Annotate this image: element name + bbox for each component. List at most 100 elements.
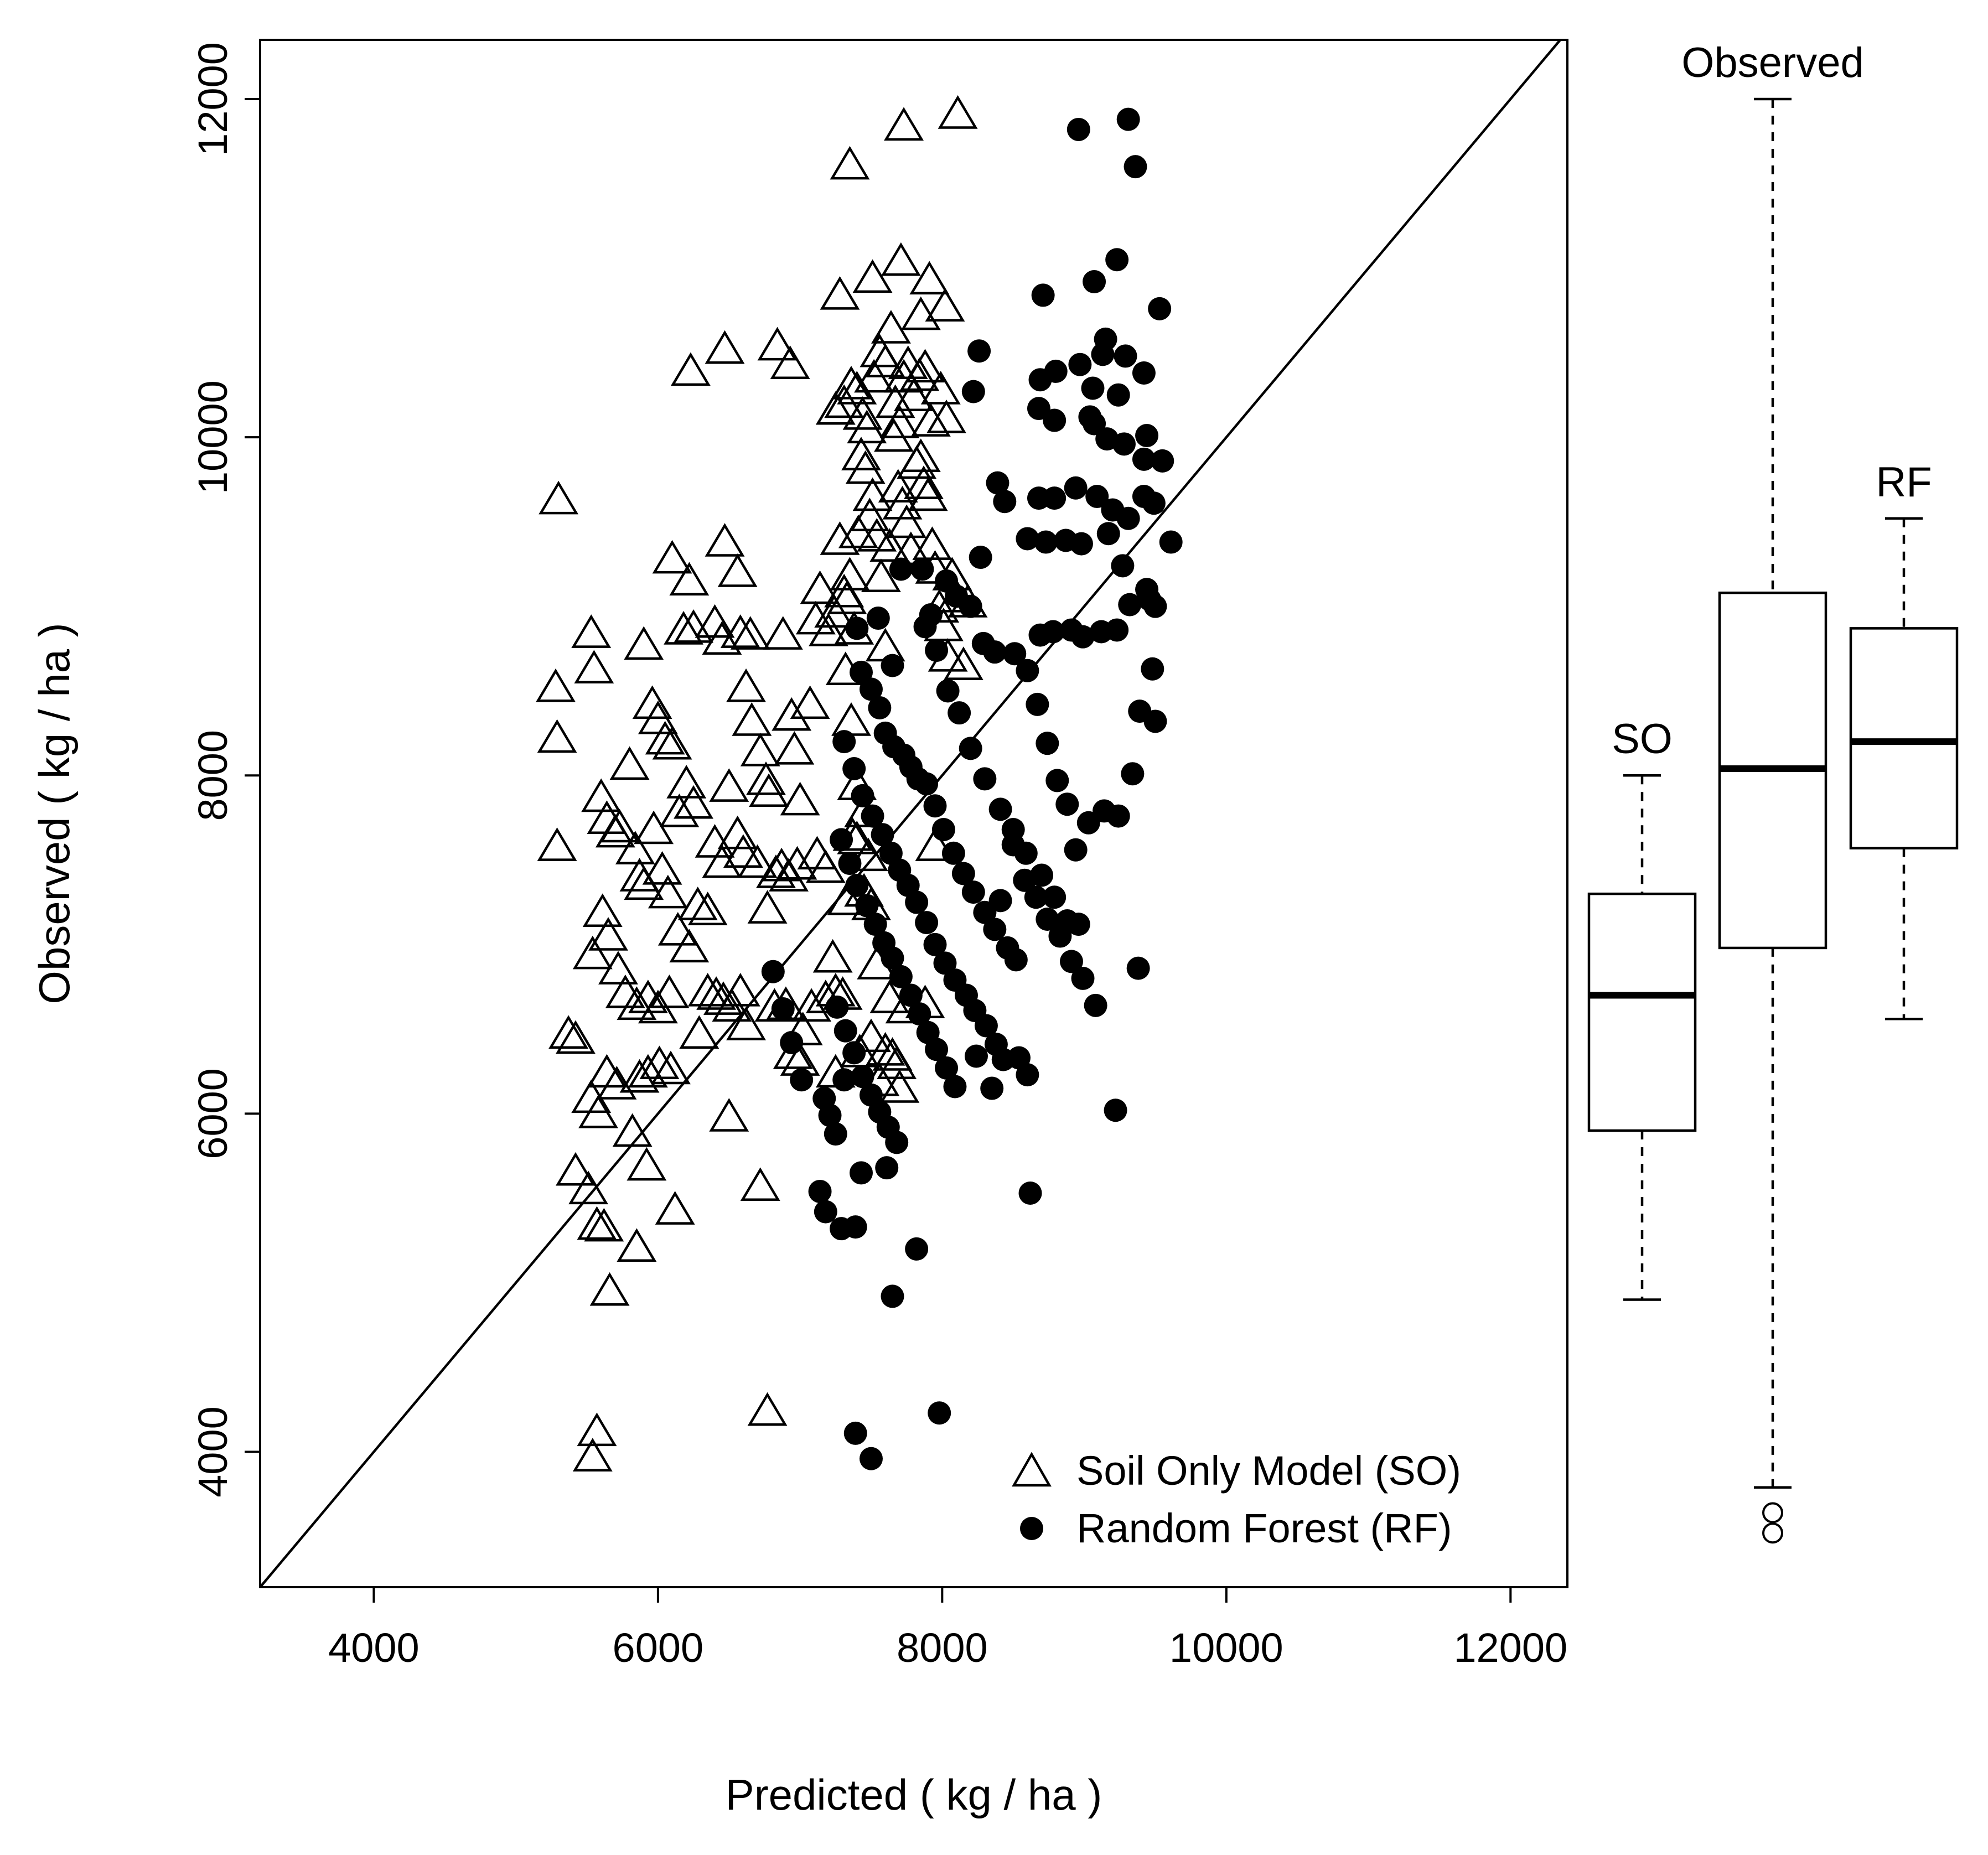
so-point bbox=[837, 371, 877, 405]
so-point bbox=[874, 418, 914, 452]
rf-point bbox=[935, 1056, 959, 1080]
rf-point bbox=[1048, 924, 1072, 948]
rf-point bbox=[790, 1068, 814, 1092]
rf-point bbox=[832, 730, 856, 754]
rf-point bbox=[1055, 792, 1079, 816]
y-tick-label: 12000 bbox=[190, 42, 236, 156]
rf-point bbox=[1126, 956, 1150, 980]
rf-point bbox=[1105, 248, 1129, 272]
so-point bbox=[904, 465, 944, 499]
rf-point bbox=[1084, 993, 1107, 1017]
y-tick-label: 10000 bbox=[190, 380, 236, 494]
so-point bbox=[571, 614, 612, 648]
so-point bbox=[820, 521, 860, 555]
so-point bbox=[773, 1035, 813, 1069]
rf-point bbox=[814, 1200, 837, 1224]
so-point bbox=[845, 450, 886, 484]
rf-point bbox=[885, 1131, 909, 1154]
identity-line bbox=[259, 39, 1561, 1588]
so-point bbox=[577, 1206, 617, 1240]
rf-point bbox=[973, 767, 997, 791]
rf-point bbox=[851, 1065, 874, 1089]
rf-point bbox=[881, 654, 904, 677]
rf-point bbox=[1041, 620, 1065, 644]
so-point bbox=[800, 570, 840, 604]
so-point bbox=[769, 858, 809, 892]
so-point bbox=[827, 581, 867, 614]
so-point bbox=[726, 1007, 766, 1040]
rf-point bbox=[905, 890, 929, 914]
so-point bbox=[687, 892, 728, 925]
so-point bbox=[539, 480, 579, 515]
so-point bbox=[632, 685, 672, 719]
so-point bbox=[572, 1438, 613, 1471]
rf-point bbox=[1036, 907, 1059, 931]
so-point bbox=[878, 469, 918, 503]
so-point bbox=[740, 1167, 780, 1201]
so-point bbox=[634, 810, 674, 844]
so-point bbox=[865, 1032, 905, 1066]
so-point bbox=[730, 616, 770, 650]
rf-point bbox=[1031, 283, 1055, 307]
box-observed: Observed bbox=[1681, 39, 1864, 1544]
rf-point bbox=[875, 1156, 899, 1180]
rf-point bbox=[808, 1179, 832, 1203]
so-point bbox=[831, 702, 871, 736]
so-point bbox=[860, 333, 900, 367]
rf-point bbox=[951, 862, 975, 885]
x-tick-label: 6000 bbox=[613, 1625, 704, 1671]
so-point bbox=[740, 733, 780, 766]
so-point bbox=[609, 746, 650, 780]
outlier-point bbox=[1762, 1502, 1783, 1524]
so-point bbox=[581, 778, 622, 812]
so-point bbox=[574, 650, 614, 683]
legend-rf-label: Random Forest (RF) bbox=[1076, 1505, 1452, 1551]
rf-point bbox=[1059, 950, 1083, 973]
rf-point bbox=[1068, 353, 1092, 376]
rf-point bbox=[986, 471, 1009, 495]
rf-point bbox=[842, 1041, 866, 1065]
so-point bbox=[879, 405, 920, 438]
rf-point bbox=[761, 960, 785, 983]
rf-point bbox=[1148, 297, 1172, 320]
rf-point bbox=[1071, 966, 1095, 990]
so-point bbox=[777, 846, 817, 880]
rf-point bbox=[1016, 527, 1039, 551]
outlier-point bbox=[1762, 1522, 1783, 1544]
so-point bbox=[852, 259, 893, 293]
y-tick-label: 8000 bbox=[190, 730, 236, 821]
rf-point bbox=[1114, 344, 1137, 368]
rf-point bbox=[983, 640, 1007, 664]
so-point bbox=[674, 785, 713, 819]
rf-point bbox=[1111, 554, 1135, 578]
rf-point bbox=[983, 918, 1007, 941]
y-axis: 4000 6000 8000 10000 12000 bbox=[190, 42, 261, 1498]
x-axis-title: Predicted ( kg / ha ) bbox=[726, 1770, 1102, 1819]
rf-point bbox=[1159, 530, 1183, 554]
so-point bbox=[847, 410, 887, 444]
rf-point bbox=[1034, 530, 1058, 554]
rf-point bbox=[1001, 833, 1025, 857]
so-point bbox=[920, 371, 961, 405]
rf-point bbox=[974, 1014, 998, 1038]
rf-point bbox=[919, 603, 943, 626]
so-point bbox=[882, 485, 923, 520]
rf-point bbox=[1112, 432, 1136, 456]
rf-point bbox=[1091, 343, 1115, 366]
x-axis: 4000 6000 8000 10000 12000 bbox=[328, 1586, 1567, 1671]
so-point bbox=[865, 344, 905, 377]
rf-point bbox=[1043, 885, 1067, 909]
x-tick-label: 10000 bbox=[1169, 1625, 1283, 1671]
box-so: SO bbox=[1587, 716, 1697, 1301]
so-point bbox=[556, 1152, 596, 1186]
rf-point bbox=[1044, 359, 1068, 383]
so-point bbox=[838, 514, 878, 548]
so-point bbox=[805, 849, 846, 883]
rf-point bbox=[863, 913, 887, 936]
rf-point bbox=[993, 490, 1017, 514]
so-point bbox=[871, 310, 911, 344]
so-point bbox=[619, 1059, 660, 1093]
box-label: Observed bbox=[1681, 39, 1864, 86]
so-point bbox=[795, 600, 836, 635]
x-tick-label: 12000 bbox=[1453, 1625, 1567, 1671]
